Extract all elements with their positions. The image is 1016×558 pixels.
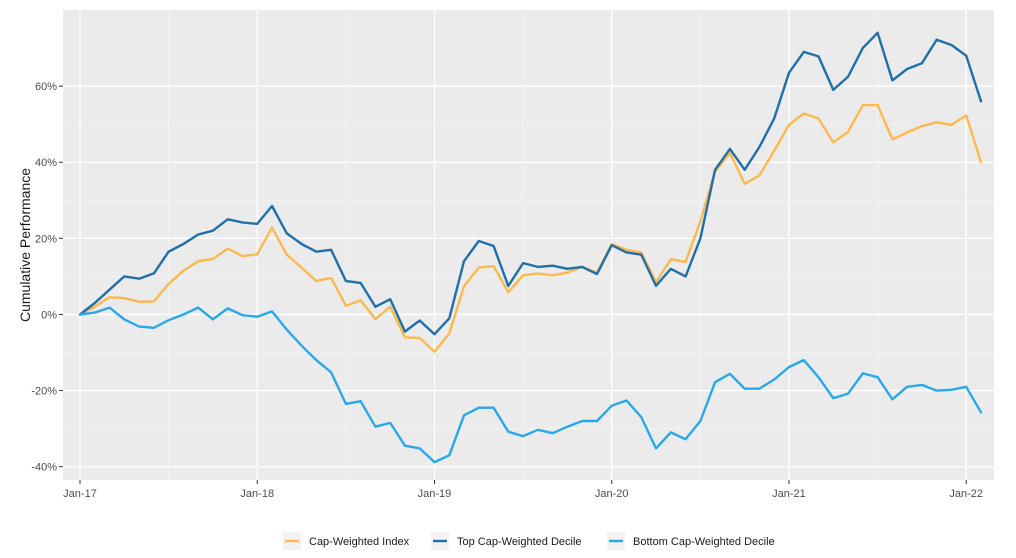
x-tick-label: Jan-18	[240, 488, 274, 500]
x-axis: Jan-17 Jan-18 Jan-19 Jan-20 Jan-21 Jan-22	[63, 480, 983, 500]
legend-label: Top Cap-Weighted Decile	[457, 536, 582, 548]
y-tick-label: 40%	[35, 157, 57, 169]
y-tick-label: -40%	[31, 462, 57, 474]
x-tick-label: Jan-20	[595, 488, 629, 500]
y-axis: -40% -20% 0% 20% 40% 60%	[31, 81, 63, 474]
series-line-1	[78, 103, 983, 353]
x-tick-label: Jan-17	[63, 488, 97, 500]
grid-minor	[63, 10, 994, 480]
legend: Cap-Weighted Index Top Cap-Weighted Decil…	[283, 532, 775, 550]
x-tick-label: Jan-19	[418, 488, 452, 500]
grid-major	[63, 10, 994, 480]
series-lines	[78, 31, 983, 464]
plot-background	[63, 10, 994, 480]
y-tick-label: 60%	[35, 81, 57, 93]
x-tick-label: Jan-22	[949, 488, 983, 500]
legend-label: Cap-Weighted Index	[309, 536, 410, 548]
legend-label: Bottom Cap-Weighted Decile	[633, 536, 775, 548]
y-tick-label: 0%	[41, 309, 57, 321]
series-line-2	[78, 31, 983, 336]
x-tick-label: Jan-21	[772, 488, 806, 500]
y-tick-label: 20%	[35, 233, 57, 245]
series-line-3	[78, 306, 983, 464]
y-axis-title: Cumulative Performance	[17, 168, 33, 322]
y-tick-label: -20%	[31, 386, 57, 398]
